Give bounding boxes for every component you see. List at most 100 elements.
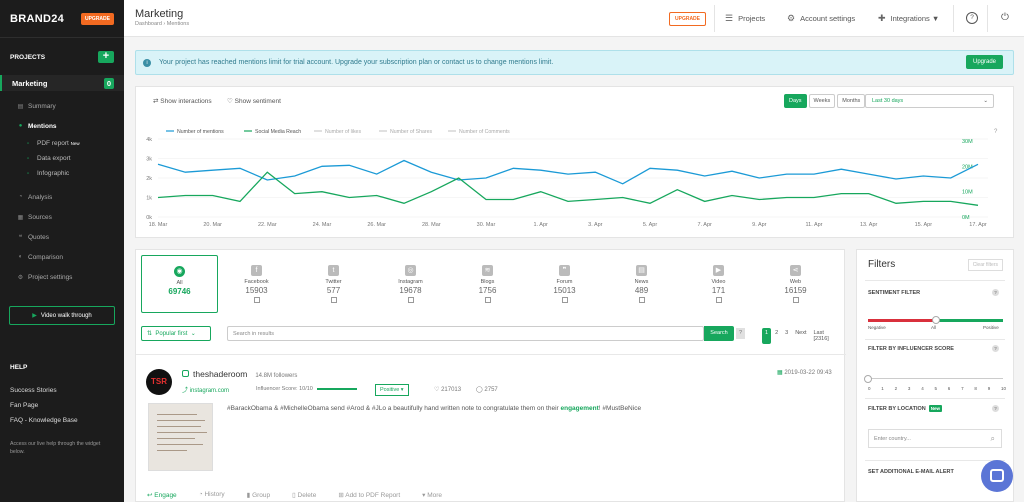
filters-panel: Filters Clear filters SENTIMENT FILTER ?… bbox=[856, 249, 1014, 502]
help-icon[interactable]: ? bbox=[992, 289, 999, 296]
add-project-button[interactable]: + bbox=[98, 51, 114, 63]
avatar[interactable]: TSR bbox=[146, 369, 172, 395]
sidebar-sub-pdf[interactable]: ▫ PDF report New bbox=[0, 136, 124, 151]
search-help-icon[interactable]: ? bbox=[736, 328, 745, 339]
date-range-value: Last 30 days bbox=[872, 98, 904, 104]
sidebar-item-sources[interactable]: ▦ Sources bbox=[0, 207, 124, 227]
sidebar-item-mentions[interactable]: ● Mentions bbox=[0, 116, 124, 136]
date-range-select[interactable]: Last 30 days ⌄ bbox=[865, 94, 994, 108]
twitter-icon: t bbox=[328, 265, 339, 276]
divider bbox=[953, 5, 954, 32]
delete-button[interactable]: ▯ Delete bbox=[292, 491, 316, 502]
help-link-faq[interactable]: FAQ - Knowledge Base bbox=[10, 417, 78, 424]
show-sentiment-toggle[interactable]: ♡ Show sentiment bbox=[227, 97, 281, 105]
breadcrumb[interactable]: Dashboard › Mentions bbox=[135, 21, 190, 27]
source-checkbox[interactable] bbox=[330, 297, 337, 303]
help-icon[interactable]: ? bbox=[992, 405, 999, 412]
influencer-slider-handle[interactable] bbox=[864, 375, 872, 383]
mention-author[interactable]: theshaderoom 14.8M followers bbox=[182, 369, 297, 379]
sidebar-item-analysis[interactable]: ◔ Analysis bbox=[0, 187, 124, 207]
period-months[interactable]: Months bbox=[837, 94, 866, 108]
source-checkbox[interactable] bbox=[253, 297, 260, 303]
source-link[interactable]: ⤴ instagram.com bbox=[182, 385, 229, 394]
more-label: More bbox=[427, 492, 443, 499]
history-button[interactable]: ◔ History bbox=[199, 491, 225, 502]
sidebar-item-quotes[interactable]: ❝ Quotes bbox=[0, 227, 124, 247]
page-2[interactable]: 2 bbox=[775, 330, 779, 336]
source-tab-news[interactable]: ▤ News 489 bbox=[603, 255, 680, 313]
power-icon[interactable]: ⏻ bbox=[1001, 12, 1009, 23]
info-icon: i bbox=[143, 58, 151, 67]
rss-icon: ≋ bbox=[482, 265, 493, 276]
upgrade-button[interactable]: UPGRADE bbox=[669, 12, 707, 26]
source-tab-web[interactable]: ⋖ Web 16159 bbox=[757, 255, 834, 313]
search-input[interactable]: Search in results bbox=[227, 326, 704, 341]
sidebar-item-project-settings[interactable]: ⚙ Project settings bbox=[0, 267, 124, 287]
mention-image[interactable] bbox=[148, 403, 213, 471]
source-checkbox[interactable] bbox=[715, 297, 722, 303]
y-tick-left: 0k bbox=[146, 215, 152, 221]
page-3[interactable]: 3 bbox=[785, 330, 789, 336]
chart-help-icon: ? bbox=[994, 129, 998, 135]
sidebar-item-comparison[interactable]: ◐ Comparison bbox=[0, 247, 124, 267]
clear-filters-button[interactable]: Clear filters bbox=[967, 259, 1003, 271]
infographic-icon: ▫ bbox=[27, 170, 30, 177]
sentiment-select[interactable]: Positive ▾ bbox=[375, 384, 409, 396]
project-count-badge: 0 bbox=[103, 77, 114, 89]
page-1[interactable]: 1 bbox=[762, 328, 772, 344]
more-button[interactable]: ▾ More bbox=[422, 491, 442, 502]
sidebar-sub-export[interactable]: ▫ Data export bbox=[0, 151, 124, 166]
quotes-icon: ❝ bbox=[18, 234, 23, 241]
source-tab-twitter[interactable]: t Twitter 577 bbox=[295, 255, 372, 313]
help-icon[interactable]: ? bbox=[966, 12, 978, 24]
source-checkbox[interactable] bbox=[407, 297, 414, 303]
page-last[interactable]: Last [2316] bbox=[813, 330, 829, 342]
chat-widget-button[interactable] bbox=[981, 460, 1013, 492]
engage-button[interactable]: ↩ Engage bbox=[147, 491, 177, 502]
alert-upgrade-button[interactable]: Upgrade bbox=[965, 55, 1003, 69]
sort-icon: ⇅ bbox=[147, 331, 153, 337]
period-days[interactable]: Days bbox=[784, 94, 807, 108]
source-tab-all[interactable]: ◉ All 69746 bbox=[141, 255, 218, 313]
show-interactions-toggle[interactable]: ⇄ Show interactions bbox=[153, 97, 212, 105]
source-link-text: instagram.com bbox=[189, 388, 230, 394]
brand-logo[interactable]: BRAND24 bbox=[10, 12, 65, 25]
add-to-pdf-button[interactable]: ⊞ Add to PDF Report bbox=[338, 491, 400, 502]
sort-select[interactable]: ⇅ Popular first ⌄ bbox=[141, 326, 211, 341]
help-link-fan-page[interactable]: Fan Page bbox=[10, 402, 39, 409]
source-tab-instagram[interactable]: ◎ Instagram 19678 bbox=[372, 255, 449, 313]
source-tab-forum[interactable]: ❞ Forum 15013 bbox=[526, 255, 603, 313]
group-button[interactable]: ▮ Group bbox=[247, 491, 270, 502]
help-link-success-stories[interactable]: Success Stories bbox=[10, 387, 57, 394]
source-checkbox[interactable] bbox=[638, 297, 645, 303]
source-count: 171 bbox=[711, 286, 726, 295]
search-button[interactable]: Search bbox=[704, 326, 734, 341]
source-checkbox[interactable] bbox=[561, 297, 568, 303]
source-tab-video[interactable]: ▶ Video 171 bbox=[680, 255, 757, 313]
source-checkbox[interactable] bbox=[484, 297, 491, 303]
influencer-score-slider[interactable] bbox=[864, 375, 1003, 383]
period-weeks[interactable]: Weeks bbox=[808, 94, 836, 108]
video-walkthrough-button[interactable]: ▶ Video walk through bbox=[9, 306, 115, 325]
sidebar-sub-infographic[interactable]: ▫ Infographic bbox=[0, 166, 124, 181]
projects-menu[interactable]: ☰ Projects bbox=[725, 13, 765, 24]
history-icon: ◔ bbox=[198, 491, 203, 498]
sidebar-upgrade-button[interactable]: UPGRADE bbox=[80, 12, 114, 25]
sentiment-slider[interactable] bbox=[868, 316, 1003, 324]
country-input[interactable]: Enter country... ⌕ bbox=[868, 429, 1002, 448]
sidebar-item-summary[interactable]: ▤ Summary bbox=[0, 96, 124, 116]
source-tab-facebook[interactable]: f Facebook 15903 bbox=[218, 255, 295, 313]
walkthrough-label: Video walk through bbox=[40, 312, 92, 319]
source-tab-blogs[interactable]: ≋ Blogs 1756 bbox=[449, 255, 526, 313]
sentiment-negative-label: Negative bbox=[868, 325, 886, 330]
page-next[interactable]: Next bbox=[795, 330, 807, 336]
gear-icon: ⚙ bbox=[787, 13, 796, 23]
source-checkbox[interactable] bbox=[792, 297, 799, 303]
help-icon[interactable]: ? bbox=[992, 345, 999, 352]
integrations-menu[interactable]: ✚ Integrations ▼ bbox=[878, 13, 939, 24]
sentiment-slider-handle[interactable] bbox=[931, 316, 940, 324]
news-icon: ▤ bbox=[636, 265, 647, 276]
project-marketing[interactable]: Marketing 0 bbox=[0, 75, 124, 91]
score-tick: 4 bbox=[921, 386, 924, 391]
account-settings-menu[interactable]: ⚙ Account settings bbox=[787, 13, 855, 24]
